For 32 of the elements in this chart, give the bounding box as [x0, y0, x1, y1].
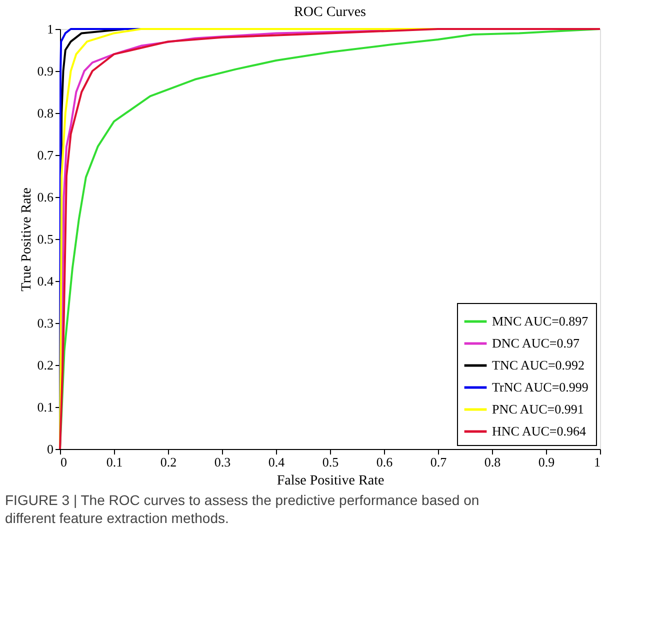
x-tick-label: 0.4 — [268, 454, 286, 470]
x-tick-label: 0.2 — [160, 454, 177, 470]
legend-label: PNC AUC=0.991 — [492, 402, 584, 416]
y-tick-label: 0.8 — [37, 106, 54, 120]
y-tick-label: 0.3 — [37, 316, 54, 330]
legend-label: TNC AUC=0.992 — [492, 358, 585, 372]
x-tick-label: 0.3 — [214, 454, 231, 470]
x-tick-label: 1 — [594, 454, 600, 470]
y-tick-label: 0 — [47, 442, 54, 456]
legend-label: TrNC AUC=0.999 — [492, 380, 588, 394]
legend-label: MNC AUC=0.897 — [492, 314, 589, 328]
x-tick-label: 0 — [60, 454, 67, 470]
x-tick-label: 0.6 — [376, 454, 394, 470]
x-axis-title: False Positive Rate — [276, 474, 384, 488]
y-tick-label: 0.9 — [37, 64, 54, 78]
x-tick-label: 0.1 — [106, 454, 123, 470]
x-tick-label: 0.5 — [322, 454, 339, 470]
x-tick-label: 0.9 — [538, 454, 555, 470]
caption: FIGURE 3 | The ROC curves to assess the predictive performance based on different feature extraction methods. — [5, 492, 480, 526]
x-tick-label: 0.7 — [430, 454, 448, 470]
y-tick-label: 0.4 — [37, 274, 54, 288]
legend-label: DNC AUC=0.97 — [492, 336, 580, 350]
x-tick-label: 0.8 — [484, 454, 501, 470]
y-tick-label: 0.5 — [37, 232, 54, 246]
y-tick-label: 0.6 — [37, 190, 54, 204]
y-tick-label: 1 — [47, 22, 54, 36]
y-tick-label: 0.1 — [37, 400, 54, 414]
y-tick-label: 0.2 — [37, 358, 54, 372]
y-tick-label: 0.7 — [37, 148, 54, 162]
chart-title: ROC Curves — [294, 5, 366, 20]
legend-label: HNC AUC=0.964 — [492, 424, 587, 438]
y-axis-title: True Positive Rate — [19, 188, 34, 292]
